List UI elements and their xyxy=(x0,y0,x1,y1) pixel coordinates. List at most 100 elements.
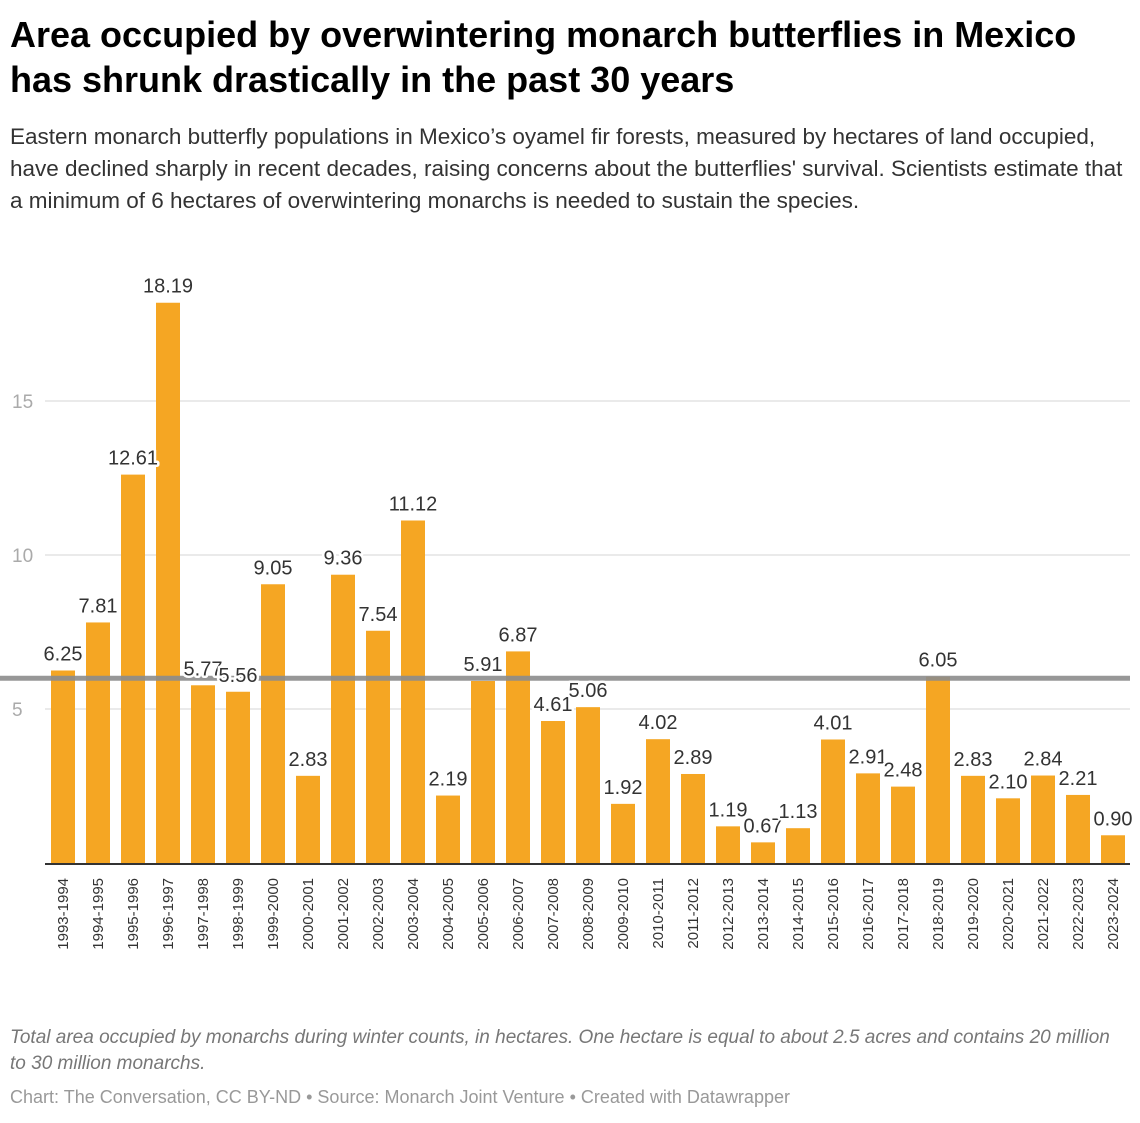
x-tick-label: 2004-2005 xyxy=(440,878,457,950)
value-label: 1.13 xyxy=(779,801,818,823)
x-tick-label: 2003-2004 xyxy=(405,878,422,950)
value-label: 2.91 xyxy=(849,746,888,768)
x-tick-label: 2008-2009 xyxy=(580,878,597,950)
value-label: 2.83 xyxy=(289,749,328,771)
x-tick-label: 2006-2007 xyxy=(510,878,527,950)
bar xyxy=(191,685,215,863)
chart-source: Chart: The Conversation, CC BY-ND • Sour… xyxy=(10,1087,790,1107)
bar xyxy=(786,828,810,863)
bar xyxy=(1031,775,1055,863)
bar xyxy=(261,584,285,863)
value-label: 2.19 xyxy=(429,769,468,791)
bar xyxy=(646,739,670,863)
x-tick-label: 2007-2008 xyxy=(545,878,562,950)
bar xyxy=(541,721,565,863)
x-tick-label: 2002-2003 xyxy=(370,878,387,950)
chart-notes: Total area occupied by monarchs during w… xyxy=(10,1027,1110,1074)
bar xyxy=(506,651,530,863)
value-label: 6.05 xyxy=(919,650,958,672)
bar xyxy=(51,670,75,863)
x-tick-label: 2021-2022 xyxy=(1035,878,1052,950)
value-label: 4.02 xyxy=(639,712,678,734)
x-tick-label: 2013-2014 xyxy=(755,878,772,950)
bar xyxy=(401,520,425,863)
x-tick-label: 2010-2011 xyxy=(650,878,667,949)
x-tick-label: 2009-2010 xyxy=(615,878,632,950)
x-tick-label: 2017-2018 xyxy=(895,878,912,950)
value-label: 9.05 xyxy=(254,557,293,579)
value-label: 5.91 xyxy=(464,654,503,676)
bar xyxy=(716,826,740,863)
x-tick-label: 2001-2002 xyxy=(335,878,352,950)
bar xyxy=(366,630,390,863)
value-label: 2.10 xyxy=(989,771,1028,793)
y-tick-label: 10 xyxy=(12,546,33,567)
bar xyxy=(156,302,180,863)
x-tick-label: 1994-1995 xyxy=(90,878,107,950)
x-tick-label: 2018-2019 xyxy=(930,878,947,950)
value-label: 4.61 xyxy=(534,694,573,716)
bar xyxy=(86,622,110,863)
bar xyxy=(436,795,460,863)
bar xyxy=(471,680,495,863)
bar xyxy=(1101,835,1125,863)
value-label: 9.36 xyxy=(324,548,363,570)
x-tick-label: 2023-2024 xyxy=(1105,878,1122,950)
value-label: 1.19 xyxy=(709,799,748,821)
value-label: 6.25 xyxy=(44,644,83,666)
x-tick-label: 2019-2020 xyxy=(965,878,982,950)
x-tick-label: 2005-2006 xyxy=(475,878,492,950)
chart-title: Area occupied by overwintering monarch b… xyxy=(10,14,1077,100)
value-label: 2.83 xyxy=(954,749,993,771)
value-label: 5.77 xyxy=(184,658,223,680)
x-tick-label: 2016-2017 xyxy=(860,878,877,950)
bar xyxy=(891,786,915,863)
value-label: 2.48 xyxy=(884,760,923,782)
bar xyxy=(226,691,250,863)
bar xyxy=(296,775,320,863)
bar xyxy=(1066,794,1090,863)
x-tick-label: 2011-2012 xyxy=(685,878,702,949)
value-label: 7.54 xyxy=(359,604,398,626)
bar-chart: 5 10 15 6.25 7.81 12.61 18.19 5.775.56 9.05 2.83 9… xyxy=(0,273,1135,950)
value-label: 18.19 xyxy=(143,276,193,298)
x-tick-label: 2022-2023 xyxy=(1070,878,1087,950)
chart-subtitle: Eastern monarch butterfly populations in… xyxy=(10,124,1123,213)
bar xyxy=(926,676,950,863)
x-tick-label: 1996-1997 xyxy=(160,878,177,950)
bar xyxy=(121,474,145,863)
x-tick-label: 2014-2015 xyxy=(790,878,807,950)
bar xyxy=(331,574,355,863)
x-tick-label: 1995-1996 xyxy=(125,878,142,950)
value-label: 5.06 xyxy=(569,680,608,702)
bar xyxy=(611,803,635,863)
value-label: 2.21 xyxy=(1059,768,1098,790)
bar xyxy=(856,773,880,863)
value-label: 5.56 xyxy=(219,665,258,687)
x-tick-label: 1999-2000 xyxy=(265,878,282,950)
value-label: 7.81 xyxy=(79,595,118,617)
value-label: 0.90 xyxy=(1094,808,1133,830)
value-label: 1.92 xyxy=(604,777,643,799)
bar xyxy=(751,842,775,863)
bar xyxy=(576,707,600,863)
value-label: 11.12 xyxy=(389,494,438,516)
value-label: 2.84 xyxy=(1024,749,1063,771)
bar xyxy=(996,798,1020,863)
value-label: 0.67 xyxy=(744,815,783,837)
bar xyxy=(681,773,705,863)
x-tick-label: 1993-1994 xyxy=(55,878,72,950)
x-tick-label: 1997-1998 xyxy=(195,878,212,950)
value-label: 4.01 xyxy=(814,712,853,734)
x-tick-label: 2015-2016 xyxy=(825,878,842,950)
bar xyxy=(961,775,985,863)
x-tick-label: 2012-2013 xyxy=(720,878,737,950)
x-tick-label: 2000-2001 xyxy=(300,878,317,950)
y-tick-label: 15 xyxy=(12,392,33,413)
value-label: 6.87 xyxy=(499,624,538,646)
x-tick-label: 1998-1999 xyxy=(230,878,247,950)
value-label: 12.61 xyxy=(108,448,158,470)
value-label: 2.89 xyxy=(674,747,713,769)
y-tick-label: 5 xyxy=(12,700,23,721)
x-tick-label: 2020-2021 xyxy=(1000,878,1017,950)
